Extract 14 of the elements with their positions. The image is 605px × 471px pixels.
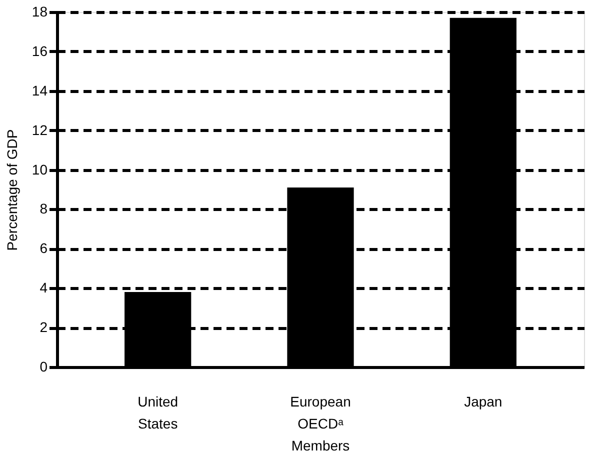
y-tick-label: 18: [32, 4, 48, 20]
x-tick-label: United States: [138, 394, 178, 432]
y-tick-label: 0: [40, 358, 48, 374]
y-axis-title: Percentage of GDP: [4, 129, 20, 251]
x-tick-label: European OECDᵃ Members: [290, 394, 351, 454]
y-tick-label: 14: [32, 82, 48, 98]
x-tick-label: Japan: [464, 394, 502, 410]
y-tick-label: 8: [40, 200, 48, 217]
y-tick-label: 4: [40, 280, 48, 296]
y-tick-label: 6: [40, 240, 48, 256]
y-tick-label: 12: [32, 122, 48, 138]
y-tick-label: 2: [40, 319, 48, 336]
y-tick-label: 10: [32, 161, 48, 178]
y-tick-label: 16: [32, 42, 48, 59]
